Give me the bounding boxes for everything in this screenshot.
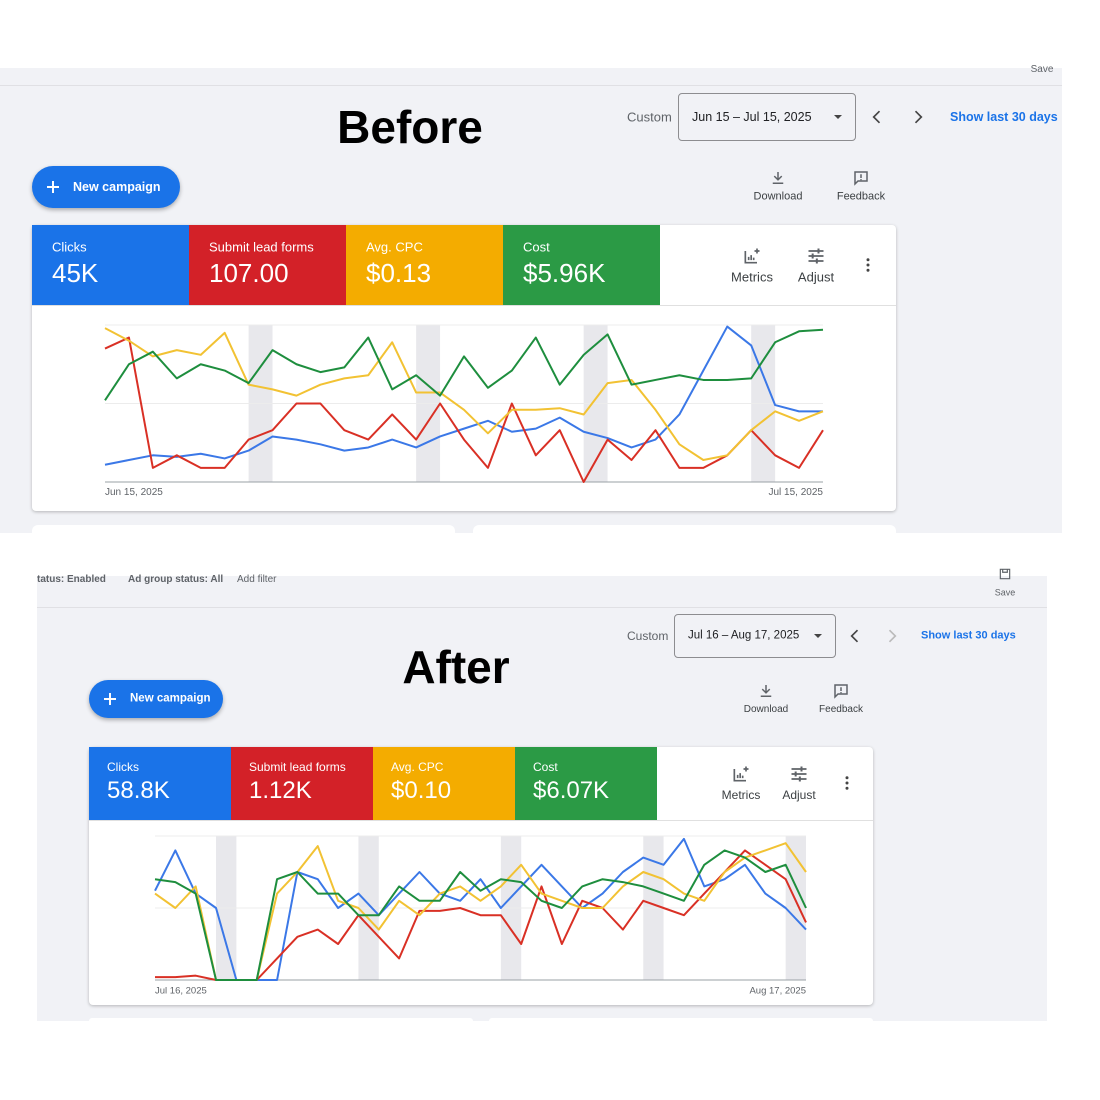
metric-value[interactable]: 1.12K xyxy=(249,776,312,804)
feedback-label[interactable]: Feedback xyxy=(819,704,863,715)
filter-chip[interactable]: tatus: Enabled xyxy=(37,574,106,585)
next-period[interactable] xyxy=(908,107,928,127)
previous-period[interactable] xyxy=(867,107,887,127)
save-button[interactable]: Save xyxy=(994,587,1016,598)
x-axis-start-label: Jun 15, 2025 xyxy=(105,487,163,498)
save-icon[interactable] xyxy=(998,567,1012,581)
date-picker[interactable] xyxy=(674,614,836,658)
save-button[interactable]: Save xyxy=(1030,64,1054,75)
metric-value[interactable]: $0.10 xyxy=(391,776,452,804)
x-axis-start-label: Jul 16, 2025 xyxy=(155,985,207,997)
divider xyxy=(37,607,1047,608)
feedback-icon[interactable] xyxy=(832,682,850,700)
adjust-icon[interactable] xyxy=(789,764,809,784)
plus-icon[interactable] xyxy=(101,690,119,708)
metric-tile[interactable] xyxy=(189,225,346,305)
adjust-label[interactable]: Adjust xyxy=(782,788,816,802)
metric-tile[interactable] xyxy=(231,747,373,820)
metric-value[interactable]: $5.96K xyxy=(523,258,606,288)
filter-chip[interactable]: Ad group status: All xyxy=(128,574,224,585)
download-icon[interactable] xyxy=(769,169,787,187)
partial-card xyxy=(488,1018,873,1021)
divider xyxy=(0,85,1062,86)
metric-label[interactable]: Submit lead forms xyxy=(209,239,314,255)
metrics-icon[interactable] xyxy=(742,246,762,266)
page-heading: After xyxy=(402,641,510,693)
metrics-label[interactable]: Metrics xyxy=(721,788,761,802)
metric-tile[interactable] xyxy=(515,747,657,820)
page-heading: Before xyxy=(337,101,483,153)
download-label[interactable]: Download xyxy=(743,704,789,715)
metric-label[interactable]: Cost xyxy=(533,760,558,775)
tile-divider xyxy=(32,305,896,306)
metrics-icon[interactable] xyxy=(731,764,751,784)
download-icon[interactable] xyxy=(757,682,775,700)
adjust-icon[interactable] xyxy=(806,246,826,266)
previous-period[interactable] xyxy=(845,626,865,646)
partial-card xyxy=(32,525,456,533)
x-axis-end-label: Aug 17, 2025 xyxy=(749,985,806,997)
plus-icon[interactable] xyxy=(44,178,62,196)
metric-value[interactable]: $6.07K xyxy=(533,776,610,804)
metric-tile[interactable] xyxy=(89,747,231,820)
metric-tile[interactable] xyxy=(373,747,515,820)
dropdown-caret[interactable] xyxy=(830,109,846,125)
metrics-label[interactable]: Metrics xyxy=(731,269,773,285)
more-options[interactable] xyxy=(838,774,856,792)
partial-card xyxy=(89,1018,474,1021)
metric-label[interactable]: Cost xyxy=(523,239,550,255)
filter-chip[interactable]: Add filter xyxy=(237,574,277,585)
adjust-label[interactable]: Adjust xyxy=(797,269,835,285)
metric-label[interactable]: Submit lead forms xyxy=(249,760,346,775)
date-range[interactable]: Jun 15 – Jul 15, 2025 xyxy=(692,109,812,124)
next-period[interactable] xyxy=(882,626,902,646)
date-label: Custom xyxy=(627,109,672,125)
metric-label[interactable]: Avg. CPC xyxy=(391,760,444,775)
tile-divider xyxy=(89,820,873,821)
feedback-icon[interactable] xyxy=(852,169,870,187)
metric-tile[interactable] xyxy=(32,225,189,305)
metric-label[interactable]: Clicks xyxy=(52,239,87,255)
metric-label[interactable]: Clicks xyxy=(107,760,139,775)
new-campaign-label[interactable]: New campaign xyxy=(73,179,161,194)
new-campaign-label[interactable]: New campaign xyxy=(130,692,211,705)
metric-value[interactable]: 45K xyxy=(52,258,99,288)
date-range[interactable]: Jul 16 – Aug 17, 2025 xyxy=(688,629,800,642)
partial-card xyxy=(472,525,896,533)
date-label: Custom xyxy=(627,629,669,643)
metric-tile[interactable] xyxy=(503,225,660,305)
show-last-link[interactable]: Show last 30 days xyxy=(921,629,1016,642)
x-axis-end-label: Jul 15, 2025 xyxy=(768,487,824,498)
date-picker[interactable] xyxy=(678,93,856,141)
feedback-label[interactable]: Feedback xyxy=(836,190,886,203)
download-label[interactable]: Download xyxy=(753,190,803,203)
dropdown-caret[interactable] xyxy=(810,628,826,644)
more-options[interactable] xyxy=(859,256,877,274)
metric-value[interactable]: 107.00 xyxy=(209,258,289,288)
metric-tile[interactable] xyxy=(346,225,503,305)
metric-value[interactable]: $0.13 xyxy=(366,258,432,288)
show-last-link[interactable]: Show last 30 days xyxy=(950,109,1058,124)
metric-value[interactable]: 58.8K xyxy=(107,776,170,804)
metric-label[interactable]: Avg. CPC xyxy=(366,239,423,255)
